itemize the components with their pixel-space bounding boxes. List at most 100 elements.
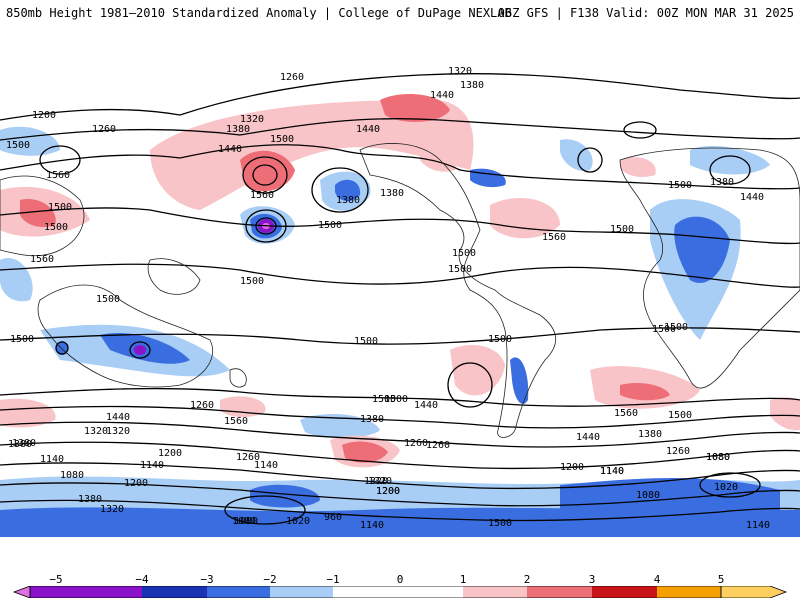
contour-label: 1260 bbox=[666, 446, 690, 457]
valid-time-label: 06Z GFS | F138 Valid: 00Z MON MAR 31 202… bbox=[497, 6, 794, 20]
contour-label: 1500 bbox=[384, 394, 408, 405]
map-title: 850mb Height 1981–2010 Standardized Anom… bbox=[6, 6, 512, 20]
contour-label: 1500 bbox=[318, 220, 342, 231]
contour-label: 1080 bbox=[60, 470, 84, 481]
contour-label: 1380 bbox=[360, 414, 384, 425]
colorbar-cell bbox=[527, 586, 592, 598]
contour-label: 1440 bbox=[106, 412, 130, 423]
contour-label: 1500 bbox=[6, 140, 30, 151]
colorbar: −5 −4 −3 −2 −1 0 1 2 3 4 5 bbox=[0, 570, 800, 600]
contour-label: 1380 bbox=[336, 195, 360, 206]
colorbar-tick-label: −1 bbox=[326, 573, 340, 586]
contour-label: 1560 bbox=[46, 170, 70, 181]
colorbar-tick-label: −3 bbox=[200, 573, 214, 586]
contour-label: 1260 bbox=[426, 440, 450, 451]
contour-label: 1080 bbox=[232, 516, 256, 527]
colorbar-tick-label: 3 bbox=[588, 573, 596, 586]
coastlines bbox=[0, 143, 800, 438]
contour-label: 1500 bbox=[10, 334, 34, 345]
contour-label: 1560 bbox=[542, 232, 566, 243]
contour-label: 1260 bbox=[190, 400, 214, 411]
contour-label: 1380 bbox=[78, 494, 102, 505]
contour-label: 1500 bbox=[652, 324, 676, 335]
contour-label: 1500 bbox=[448, 264, 472, 275]
colorbar-tick-label: −2 bbox=[263, 573, 277, 586]
contour-label: 1080 bbox=[234, 516, 258, 527]
contour-label: 1260 bbox=[92, 124, 116, 135]
colorbar-cell bbox=[207, 586, 270, 598]
contour-label: 1500 bbox=[354, 336, 378, 347]
contour-label: 1500 bbox=[610, 224, 634, 235]
contour-label: 1560 bbox=[224, 416, 248, 427]
colorbar-cell bbox=[333, 586, 400, 598]
contour-label: 1080 bbox=[706, 452, 730, 463]
contour-label: 1260 bbox=[280, 72, 304, 83]
contour-label: 1140 bbox=[600, 466, 624, 477]
contour-label: 1140 bbox=[40, 454, 64, 465]
contour-label: 1200 bbox=[376, 486, 400, 497]
height-contours bbox=[0, 73, 800, 525]
contour-label: 1260 bbox=[236, 452, 260, 463]
contour-label: 1140 bbox=[254, 460, 278, 471]
contour-label: 1080 bbox=[706, 452, 730, 463]
colorbar-cell bbox=[657, 586, 721, 598]
contour-label: 1200 bbox=[124, 478, 148, 489]
anomaly-map: 1260 1320 1380 1440 1200 1260 1320 1380 … bbox=[0, 40, 800, 537]
contour-label: 1500 bbox=[488, 334, 512, 345]
colorbar-cell bbox=[14, 586, 30, 598]
contour-label: 1500 bbox=[452, 248, 476, 259]
contour-label: 1560 bbox=[614, 408, 638, 419]
colorbar-cell bbox=[30, 586, 142, 598]
colorbar-tick-label: −5 bbox=[49, 573, 63, 586]
contour-label: 1200 bbox=[376, 486, 400, 497]
contour-label: 1380 bbox=[710, 177, 734, 188]
contour-label: 1500 bbox=[270, 134, 294, 145]
colorbar-cell bbox=[721, 586, 786, 598]
contour-label: 1500 bbox=[44, 222, 68, 233]
contour-label: 1200 bbox=[158, 448, 182, 459]
contour-label: 1500 bbox=[664, 322, 688, 333]
contour-label: 1320 bbox=[100, 504, 124, 515]
contour-label: 1440 bbox=[430, 90, 454, 101]
positive-anomaly-shading bbox=[0, 94, 800, 468]
contour-label: 1020 bbox=[714, 482, 738, 493]
colorbar-tick-label: 1 bbox=[459, 573, 467, 586]
colorbar-tick-label: 4 bbox=[653, 573, 661, 586]
contour-label: 1560 bbox=[30, 254, 54, 265]
colorbar-tick-label: 0 bbox=[396, 573, 404, 586]
contour-label: 1380 bbox=[12, 438, 36, 449]
contour-label: 1320 bbox=[364, 476, 388, 487]
contour-label: 1500 bbox=[96, 294, 120, 305]
contour-label: 1380 bbox=[638, 429, 662, 440]
contour-label: 1500 bbox=[488, 518, 512, 529]
colorbar-tick-label: −4 bbox=[135, 573, 149, 586]
contour-label: 1440 bbox=[414, 400, 438, 411]
contour-label: 1080 bbox=[636, 490, 660, 501]
colorbar-cell bbox=[400, 586, 463, 598]
contour-label: 1140 bbox=[140, 460, 164, 471]
contour-label: 1140 bbox=[746, 520, 770, 531]
contour-label: 1440 bbox=[218, 144, 242, 155]
contour-label: 1320 bbox=[448, 66, 472, 77]
contour-label: 1380 bbox=[380, 188, 404, 199]
contour-label: 1380 bbox=[226, 124, 250, 135]
contour-label: 1320 bbox=[84, 426, 108, 437]
contour-label: 1020 bbox=[286, 516, 310, 527]
contour-label: 960 bbox=[324, 512, 342, 523]
contour-label: 1500 bbox=[668, 180, 692, 191]
contour-label: 1320 bbox=[368, 476, 392, 487]
contour-label: 1320 bbox=[106, 426, 130, 437]
contour-labels: 1260 1320 1380 1440 1200 1260 1320 1380 … bbox=[6, 66, 770, 531]
contour-label: 1260 bbox=[404, 438, 428, 449]
colorbar-cell bbox=[270, 586, 333, 598]
contour-label: 1320 bbox=[240, 114, 264, 125]
contour-label: 1500 bbox=[48, 202, 72, 213]
header: 850mb Height 1981–2010 Standardized Anom… bbox=[0, 0, 800, 40]
contour-label: 1500 bbox=[240, 276, 264, 287]
contour-label: 1140 bbox=[600, 466, 624, 477]
colorbar-cell bbox=[592, 586, 657, 598]
colorbar-tick-label: 5 bbox=[717, 573, 725, 586]
colorbar-tick-label: 2 bbox=[523, 573, 531, 586]
contour-label: 1380 bbox=[8, 439, 32, 450]
contour-label: 1200 bbox=[32, 110, 56, 121]
